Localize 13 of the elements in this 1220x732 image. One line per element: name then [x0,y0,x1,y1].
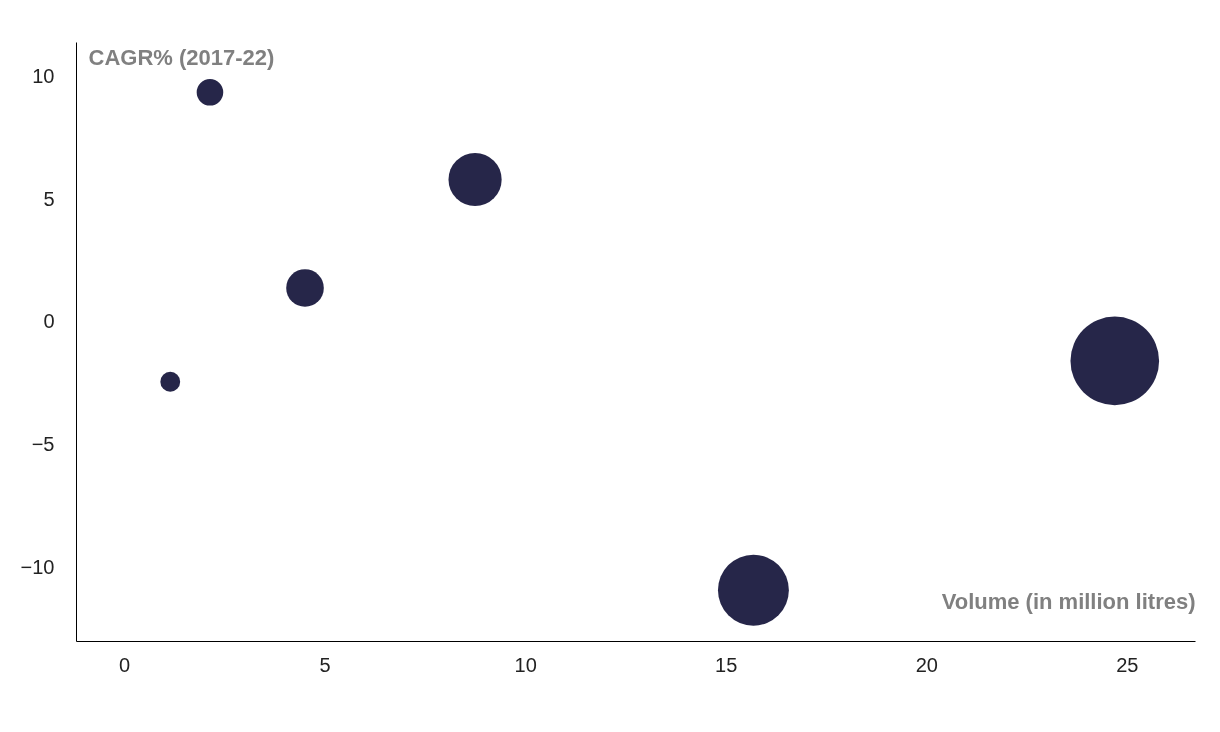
x-tick-label: 20 [915,653,938,676]
y-tick-label: 5 [43,187,55,210]
x-tick-label: 5 [319,653,331,676]
y-axis-title: CAGR% (2017-22) [88,44,275,70]
y-tick-label: −5 [31,433,55,456]
x-tick-label: 10 [514,653,537,676]
y-tick-label: −10 [20,555,55,578]
y-tick-label: 0 [43,310,55,333]
x-tick-label: 0 [119,653,131,676]
x-tick-label: 15 [715,653,738,676]
y-tick-label: 10 [32,64,55,87]
x-tick-label: 25 [1116,653,1139,676]
x-axis-title: Volume (in million litres) [941,588,1196,614]
